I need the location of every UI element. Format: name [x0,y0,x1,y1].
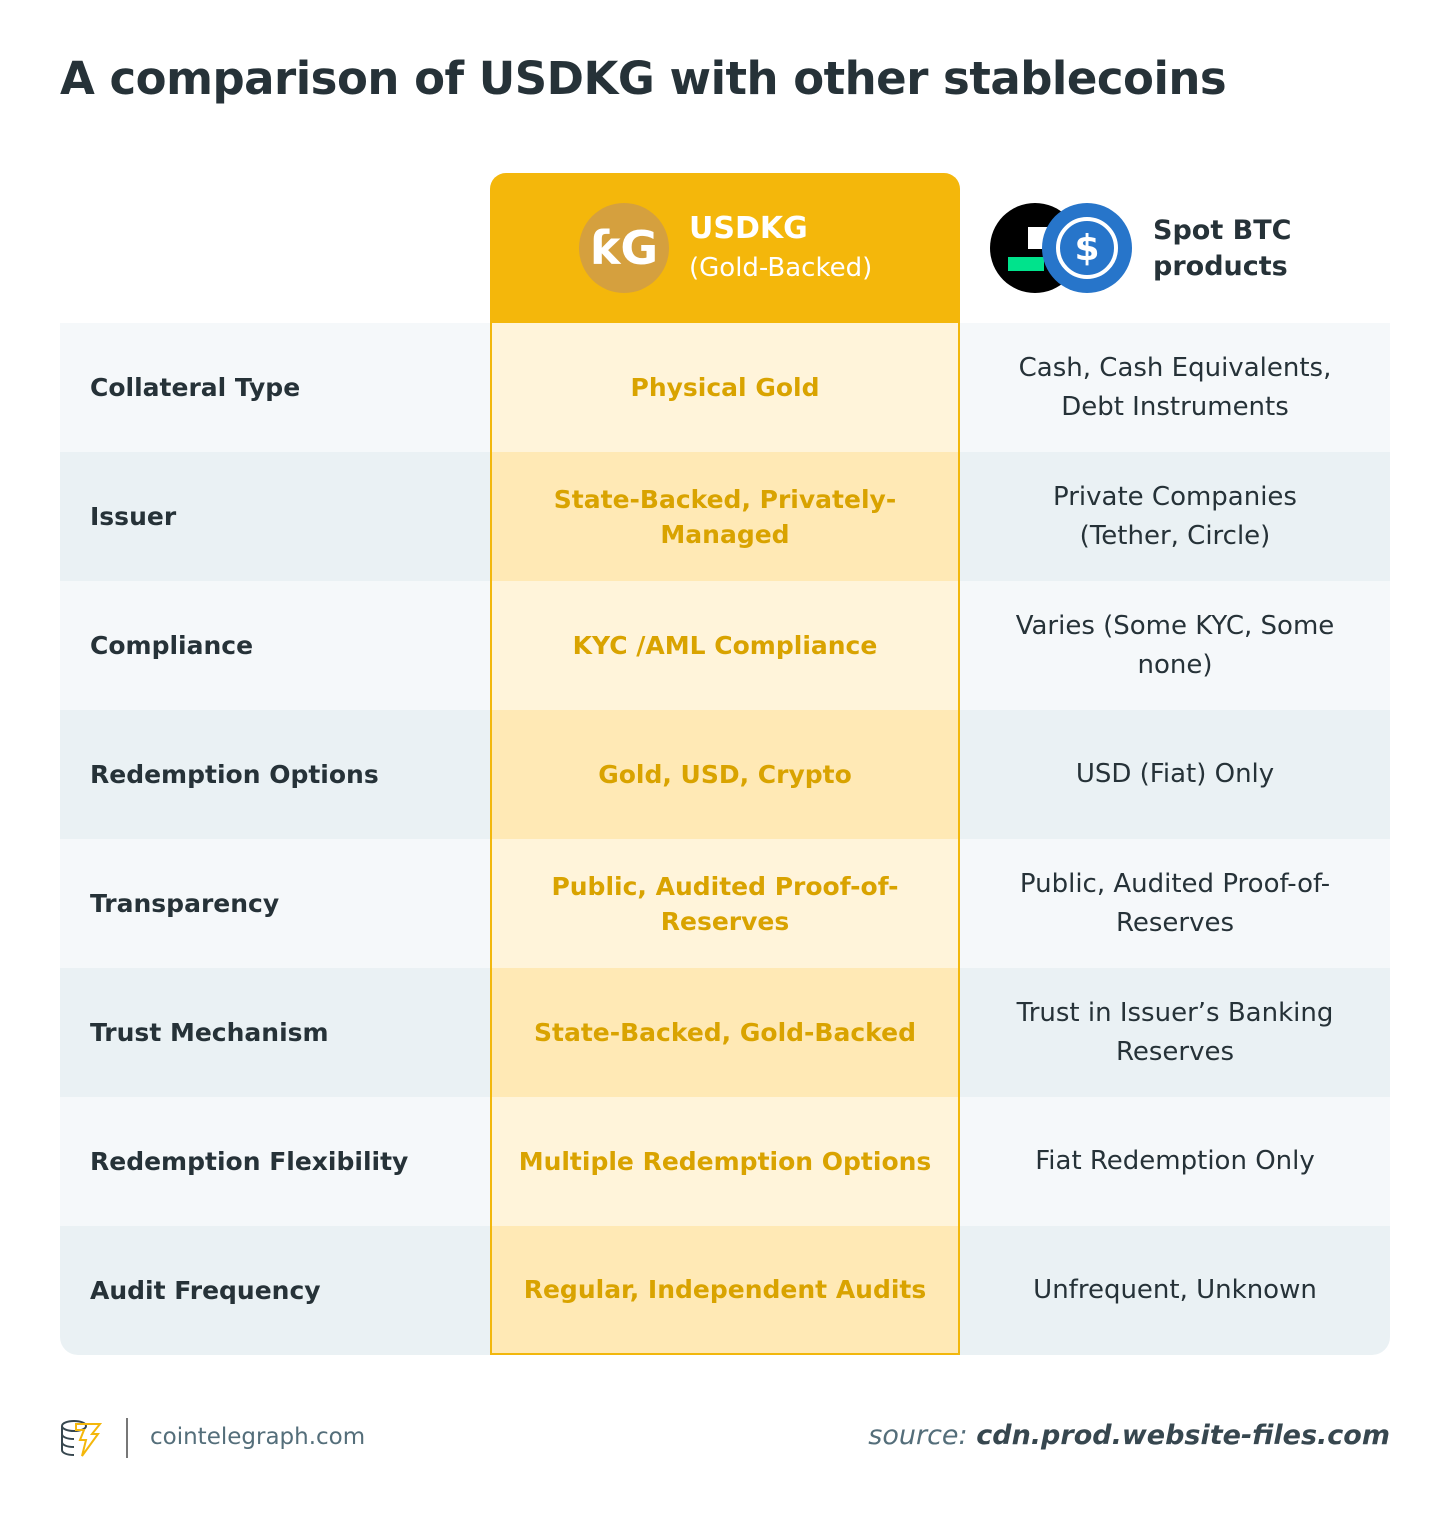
table-row: Transparency Public, Audited Proof-of-Res… [60,839,1390,968]
other-cell: Trust in Issuer’s Banking Reserves [1016,997,1334,1067]
row-label: Audit Frequency [90,1276,321,1305]
row-label: Redemption Flexibility [90,1147,409,1176]
other-cell: USD (Fiat) Only [1075,759,1275,789]
row-label: Trust Mechanism [90,1018,329,1047]
usdkg-cell: Gold, USD, Crypto [490,710,960,839]
row-label: Redemption Options [90,760,379,789]
row-label: Compliance [90,631,254,660]
usdkg-subtitle: (Gold-Backed) [689,253,873,283]
table-row: Issuer State-Backed, Privately-Managed Pri… [60,452,1390,581]
table-row: Redemption Options Gold, USD, Crypto USD (… [60,710,1390,839]
usdkg-cell: State-Backed, Privately-Managed [490,452,960,581]
cointelegraph-logo-icon [60,1418,104,1462]
usdkg-cell: Public, Audited Proof-of-Reserves [490,839,960,968]
other-cell: Public, Audited Proof-of-Reserves [1019,868,1331,938]
usdc-dollar-icon: $ [1042,203,1132,293]
other-cell: Private Companies (Tether, Circle) [1053,481,1297,551]
usdkg-cell: Physical Gold [490,323,960,452]
source-label: source: [868,1420,968,1451]
usdkg-logo-icon: ƙG [579,203,669,293]
other-cell: Varies (Some KYC, Some none) [1015,610,1335,680]
comparison-table: Collateral Type Physical Gold Cash, Cash E… [60,323,1390,1355]
usdkg-name: USDKG [689,211,808,246]
usdkg-column-header: ƙG USDKG (Gold-Backed) [490,173,960,323]
source-value: cdn.prod.website-files.com [976,1420,1390,1451]
usdkg-cell: State-Backed, Gold-Backed [490,968,960,1097]
site-name: cointelegraph.com [150,1424,366,1450]
other-cell: Cash, Cash Equivalents, Debt Instruments [1018,352,1332,422]
table-row: Redemption Flexibility Multiple Redemptio… [60,1097,1390,1226]
other-cell: Unfrequent, Unknown [1033,1275,1317,1305]
table-row: Collateral Type Physical Gold Cash, Cash E… [60,323,1390,452]
usdkg-cell: Multiple Redemption Options [490,1097,960,1226]
usdkg-cell: Regular, Independent Audits [490,1226,960,1355]
row-label: Transparency [90,889,280,918]
other-column-name: Spot BTC products [1153,215,1292,282]
table-row: Audit Frequency Regular, Independent Audi… [60,1226,1390,1355]
table-row: Compliance KYC /AML Compliance Varies (Som… [60,581,1390,710]
page-title: A comparison of USDKG with other stablec… [60,52,1227,105]
other-cell: Fiat Redemption Only [1035,1146,1315,1176]
row-label: Collateral Type [90,373,301,402]
row-label: Issuer [90,502,177,531]
usdkg-cell: KYC /AML Compliance [490,581,960,710]
footer-divider [126,1418,128,1458]
source-credit: source: cdn.prod.website-files.com [868,1420,1390,1451]
table-row: Trust Mechanism State-Backed, Gold-Backed… [60,968,1390,1097]
